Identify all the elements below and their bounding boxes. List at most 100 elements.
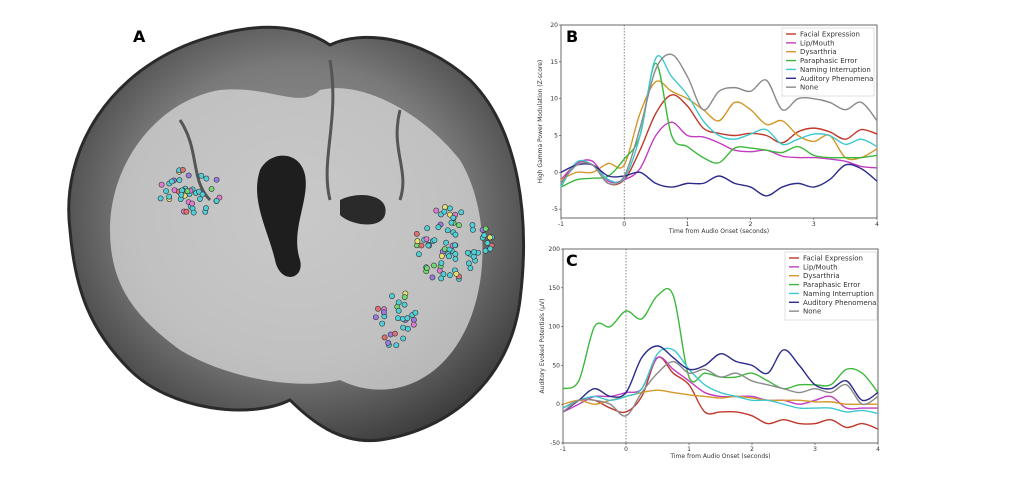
legend-label: Naming Interruption <box>800 66 871 74</box>
legend-label: Lip/Mouth <box>800 39 835 47</box>
electrode-dot <box>441 208 448 215</box>
electrode-dot <box>411 317 417 323</box>
electrode-dot <box>424 225 431 232</box>
electrode-dot <box>446 253 452 260</box>
y-tick-label: 50 <box>552 362 560 369</box>
y-tick-label: 20 <box>550 22 558 29</box>
electrode-dot <box>443 239 450 246</box>
electrode-dot <box>392 330 398 337</box>
electrode-dot <box>393 342 400 349</box>
electrode-dot <box>183 208 190 215</box>
electrode-dot <box>464 249 471 256</box>
electrode-dot <box>381 309 387 316</box>
electrode-dot <box>379 320 386 327</box>
y-tick-label: 0 <box>554 169 558 176</box>
legend-label: Paraphasic Error <box>803 281 860 289</box>
y-tick-label: 150 <box>549 285 561 292</box>
electrode-dot <box>412 309 419 316</box>
electrode-dot <box>400 324 407 331</box>
electrode-dot <box>436 267 443 274</box>
electrode-dot <box>470 226 476 233</box>
electrode-dot <box>450 214 457 221</box>
panel-label-b: B <box>566 27 578 46</box>
panel-label-c: C <box>566 251 578 270</box>
x-tick-label: 4 <box>876 446 880 453</box>
electrode-dot <box>433 207 440 214</box>
electrode-dot <box>452 242 458 249</box>
legend-label: None <box>803 308 821 316</box>
series-line-auditory-phenomena <box>560 163 878 197</box>
legend-label: Facial Expression <box>800 31 860 39</box>
electrode-dot <box>199 191 206 198</box>
series-line-dysarthria <box>560 80 878 181</box>
legend-label: None <box>800 84 818 92</box>
x-tick-label: -1 <box>560 446 566 453</box>
electrode-dot <box>203 175 210 182</box>
electrode-dot <box>158 181 165 188</box>
y-tick-label: 5 <box>554 132 558 139</box>
electrode-dot <box>487 245 494 252</box>
electrode-dot <box>203 205 209 211</box>
series-line-facial-expression <box>562 356 879 430</box>
electrode-dot <box>385 339 392 346</box>
legend-label: Naming Interruption <box>803 290 874 298</box>
x-axis-label: Time from Audio Onset (seconds) <box>668 228 769 235</box>
legend-label: Facial Expression <box>803 255 863 263</box>
legend-box <box>784 251 878 321</box>
legend-label: Auditory Phenomena <box>803 299 876 307</box>
series-line-lip-mouth <box>560 121 878 184</box>
electrode-dot <box>435 224 442 231</box>
electrode-dot <box>166 193 173 200</box>
electrode-dot <box>429 274 436 281</box>
electrode-dot <box>418 242 425 249</box>
electrode-dot <box>467 265 474 272</box>
electrode-dot <box>395 315 401 322</box>
electrode-dot <box>416 251 422 258</box>
x-tick-label: 2 <box>749 221 753 228</box>
electrode-dot <box>401 294 408 301</box>
y-tick-label: -5 <box>552 206 558 213</box>
electrode-dot <box>456 222 462 229</box>
electrode-dot <box>198 172 205 179</box>
chart-b: -1 0 1 2 3 4 -5 0 5 10 15 20 Time from Audio Onset (… <box>537 22 879 235</box>
electrode-dot <box>213 176 220 183</box>
x-tick-label: 0 <box>624 446 628 453</box>
electrode-dot <box>438 275 445 282</box>
x-axis-label: Time from Audio Onset (seconds) <box>669 453 770 460</box>
y-tick-label: 200 <box>549 246 561 253</box>
electrode-dot <box>484 240 491 246</box>
x-tick-label: 0 <box>622 221 626 228</box>
legend-label: Paraphasic Error <box>800 57 857 65</box>
legend-label: Lip/Mouth <box>803 263 838 271</box>
electrode-dot <box>487 234 493 241</box>
series-line-naming-interruption <box>562 347 879 415</box>
x-tick-label: 1 <box>687 446 691 453</box>
electrode-dot <box>395 299 402 306</box>
electrode-dot <box>413 230 420 237</box>
y-tick-label: 10 <box>550 96 558 103</box>
electrode-dot <box>438 260 445 267</box>
electrode-dot <box>452 231 459 238</box>
series-line-naming-interruption <box>560 55 878 188</box>
electrode-dot <box>453 270 460 277</box>
electrode-dot <box>471 249 477 255</box>
ventricle <box>257 155 306 277</box>
electrode-dot <box>431 237 438 244</box>
x-tick-label: 3 <box>813 446 817 453</box>
electrode-dot <box>438 253 445 259</box>
electrode-dots <box>157 166 495 349</box>
electrode-dot <box>425 242 432 249</box>
electrode-dot <box>389 293 395 299</box>
electrode-dot <box>448 219 455 226</box>
electrode-dot <box>414 238 421 244</box>
legend-label: Dysarthria <box>803 272 840 280</box>
series-line-none <box>560 53 878 185</box>
electrode-dot <box>190 209 197 216</box>
electrode-dot <box>423 236 430 242</box>
electrode-dot <box>179 166 186 173</box>
electrode-dot <box>465 260 472 267</box>
electrode-dot <box>168 178 175 185</box>
electrode-dot <box>404 315 411 322</box>
y-axis-label: Auditory Evoked Potentials (µV) <box>539 299 546 394</box>
electrode-dot <box>184 188 191 195</box>
